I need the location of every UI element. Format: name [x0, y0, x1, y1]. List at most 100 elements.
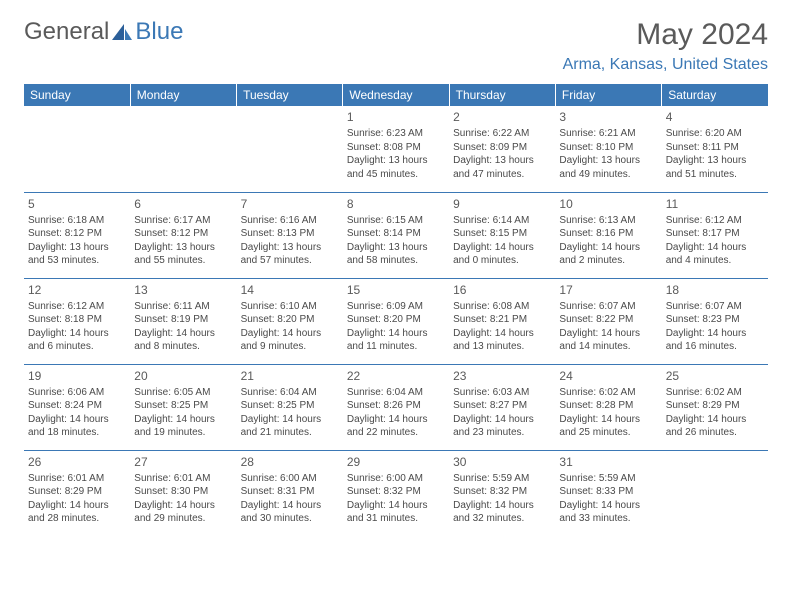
- cell-line: Sunset: 8:31 PM: [241, 485, 339, 499]
- cell-line: Sunrise: 6:12 AM: [666, 214, 764, 228]
- cell-line: Daylight: 14 hours: [666, 413, 764, 427]
- cell-line: and 32 minutes.: [453, 512, 551, 526]
- cell-line: Sunrise: 6:06 AM: [28, 386, 126, 400]
- cell-line: Sunset: 8:27 PM: [453, 399, 551, 413]
- cell-line: Daylight: 14 hours: [347, 327, 445, 341]
- cell-line: Sunset: 8:20 PM: [241, 313, 339, 327]
- cell-line: Sunrise: 6:02 AM: [559, 386, 657, 400]
- cell-line: Sunset: 8:17 PM: [666, 227, 764, 241]
- cell-line: Sunset: 8:11 PM: [666, 141, 764, 155]
- day-number: 30: [453, 454, 551, 470]
- day-number: 4: [666, 109, 764, 125]
- calendar-cell: 6Sunrise: 6:17 AMSunset: 8:12 PMDaylight…: [130, 192, 236, 278]
- cell-line: and 0 minutes.: [453, 254, 551, 268]
- cell-line: Sunrise: 6:00 AM: [347, 472, 445, 486]
- calendar-cell: 2Sunrise: 6:22 AMSunset: 8:09 PMDaylight…: [449, 106, 555, 192]
- cell-line: Sunset: 8:23 PM: [666, 313, 764, 327]
- cell-line: Sunrise: 6:05 AM: [134, 386, 232, 400]
- day-number: 20: [134, 368, 232, 384]
- cell-line: Sunrise: 6:00 AM: [241, 472, 339, 486]
- day-number: 28: [241, 454, 339, 470]
- cell-line: Daylight: 14 hours: [559, 241, 657, 255]
- cell-line: Sunset: 8:09 PM: [453, 141, 551, 155]
- cell-line: Daylight: 13 hours: [666, 154, 764, 168]
- cell-line: Sunset: 8:16 PM: [559, 227, 657, 241]
- calendar-cell: 16Sunrise: 6:08 AMSunset: 8:21 PMDayligh…: [449, 278, 555, 364]
- cell-line: Daylight: 14 hours: [666, 327, 764, 341]
- cell-line: Sunset: 8:08 PM: [347, 141, 445, 155]
- cell-line: Sunset: 8:21 PM: [453, 313, 551, 327]
- cell-line: Sunrise: 6:23 AM: [347, 127, 445, 141]
- cell-line: and 31 minutes.: [347, 512, 445, 526]
- calendar-cell: 20Sunrise: 6:05 AMSunset: 8:25 PMDayligh…: [130, 364, 236, 450]
- day-number: 15: [347, 282, 445, 298]
- day-number: 11: [666, 196, 764, 212]
- cell-line: and 11 minutes.: [347, 340, 445, 354]
- day-header-row: Sunday Monday Tuesday Wednesday Thursday…: [24, 84, 768, 106]
- cell-line: and 58 minutes.: [347, 254, 445, 268]
- cell-line: Daylight: 14 hours: [28, 327, 126, 341]
- day-header: Monday: [130, 84, 236, 106]
- cell-line: Sunrise: 6:10 AM: [241, 300, 339, 314]
- calendar-week-row: 19Sunrise: 6:06 AMSunset: 8:24 PMDayligh…: [24, 364, 768, 450]
- cell-line: Sunrise: 6:15 AM: [347, 214, 445, 228]
- cell-line: Sunrise: 6:09 AM: [347, 300, 445, 314]
- day-number: 29: [347, 454, 445, 470]
- cell-line: Sunrise: 6:13 AM: [559, 214, 657, 228]
- cell-line: Sunset: 8:20 PM: [347, 313, 445, 327]
- title-block: May 2024 Arma, Kansas, United States: [563, 18, 768, 74]
- calendar-cell: 22Sunrise: 6:04 AMSunset: 8:26 PMDayligh…: [343, 364, 449, 450]
- calendar-cell: 7Sunrise: 6:16 AMSunset: 8:13 PMDaylight…: [237, 192, 343, 278]
- cell-line: Sunrise: 6:11 AM: [134, 300, 232, 314]
- calendar-cell: 10 Sunrise: 6:13 AMSunset: 8:16 PMDayligh…: [555, 192, 661, 278]
- cell-line: Sunrise: 6:12 AM: [28, 300, 126, 314]
- calendar-table: Sunday Monday Tuesday Wednesday Thursday…: [24, 84, 768, 536]
- calendar-cell: 9Sunrise: 6:14 AMSunset: 8:15 PMDaylight…: [449, 192, 555, 278]
- calendar-week-row: 12Sunrise: 6:12 AMSunset: 8:18 PMDayligh…: [24, 278, 768, 364]
- calendar-cell: [662, 450, 768, 536]
- cell-line: Sunrise: 6:01 AM: [28, 472, 126, 486]
- cell-line: Sunrise: 6:14 AM: [453, 214, 551, 228]
- cell-line: Sunset: 8:25 PM: [241, 399, 339, 413]
- cell-line: Daylight: 14 hours: [453, 413, 551, 427]
- calendar-cell: 24Sunrise: 6:02 AMSunset: 8:28 PMDayligh…: [555, 364, 661, 450]
- cell-line: Sunset: 8:33 PM: [559, 485, 657, 499]
- day-number: 1: [347, 109, 445, 125]
- calendar-cell: 13Sunrise: 6:11 AMSunset: 8:19 PMDayligh…: [130, 278, 236, 364]
- cell-line: and 26 minutes.: [666, 426, 764, 440]
- calendar-cell: 14Sunrise: 6:10 AMSunset: 8:20 PMDayligh…: [237, 278, 343, 364]
- cell-line: Sunrise: 6:03 AM: [453, 386, 551, 400]
- calendar-cell: 29Sunrise: 6:00 AMSunset: 8:32 PMDayligh…: [343, 450, 449, 536]
- cell-line: and 30 minutes.: [241, 512, 339, 526]
- day-number: 31: [559, 454, 657, 470]
- calendar-cell: 30Sunrise: 5:59 AMSunset: 8:32 PMDayligh…: [449, 450, 555, 536]
- calendar-cell: [130, 106, 236, 192]
- cell-line: Sunset: 8:14 PM: [347, 227, 445, 241]
- day-number: 10: [559, 196, 657, 212]
- calendar-cell: 12Sunrise: 6:12 AMSunset: 8:18 PMDayligh…: [24, 278, 130, 364]
- calendar-cell: 3Sunrise: 6:21 AMSunset: 8:10 PMDaylight…: [555, 106, 661, 192]
- day-header: Wednesday: [343, 84, 449, 106]
- cell-line: Sunrise: 6:16 AM: [241, 214, 339, 228]
- day-number: 16: [453, 282, 551, 298]
- cell-line: Daylight: 14 hours: [666, 241, 764, 255]
- logo-text-blue: Blue: [135, 18, 183, 46]
- cell-line: and 8 minutes.: [134, 340, 232, 354]
- day-header: Saturday: [662, 84, 768, 106]
- cell-line: Sunrise: 6:22 AM: [453, 127, 551, 141]
- calendar-cell: 23Sunrise: 6:03 AMSunset: 8:27 PMDayligh…: [449, 364, 555, 450]
- calendar-week-row: 1 Sunrise: 6:23 AMSunset: 8:08 PM Daylight…: [24, 106, 768, 192]
- cell-line: and 23 minutes.: [453, 426, 551, 440]
- cell-line: and 6 minutes.: [28, 340, 126, 354]
- calendar-cell: 4Sunrise: 6:20 AMSunset: 8:11 PMDaylight…: [662, 106, 768, 192]
- day-number: 17: [559, 282, 657, 298]
- cell-line: Daylight: 14 hours: [241, 327, 339, 341]
- cell-line: Daylight: 14 hours: [241, 499, 339, 513]
- cell-line: and 21 minutes.: [241, 426, 339, 440]
- cell-line: Sunset: 8:12 PM: [28, 227, 126, 241]
- cell-line: Sunrise: 5:59 AM: [453, 472, 551, 486]
- day-number: 8: [347, 196, 445, 212]
- cell-line: Sunset: 8:13 PM: [241, 227, 339, 241]
- cell-line: and 28 minutes.: [28, 512, 126, 526]
- cell-line: Daylight: 13 hours: [134, 241, 232, 255]
